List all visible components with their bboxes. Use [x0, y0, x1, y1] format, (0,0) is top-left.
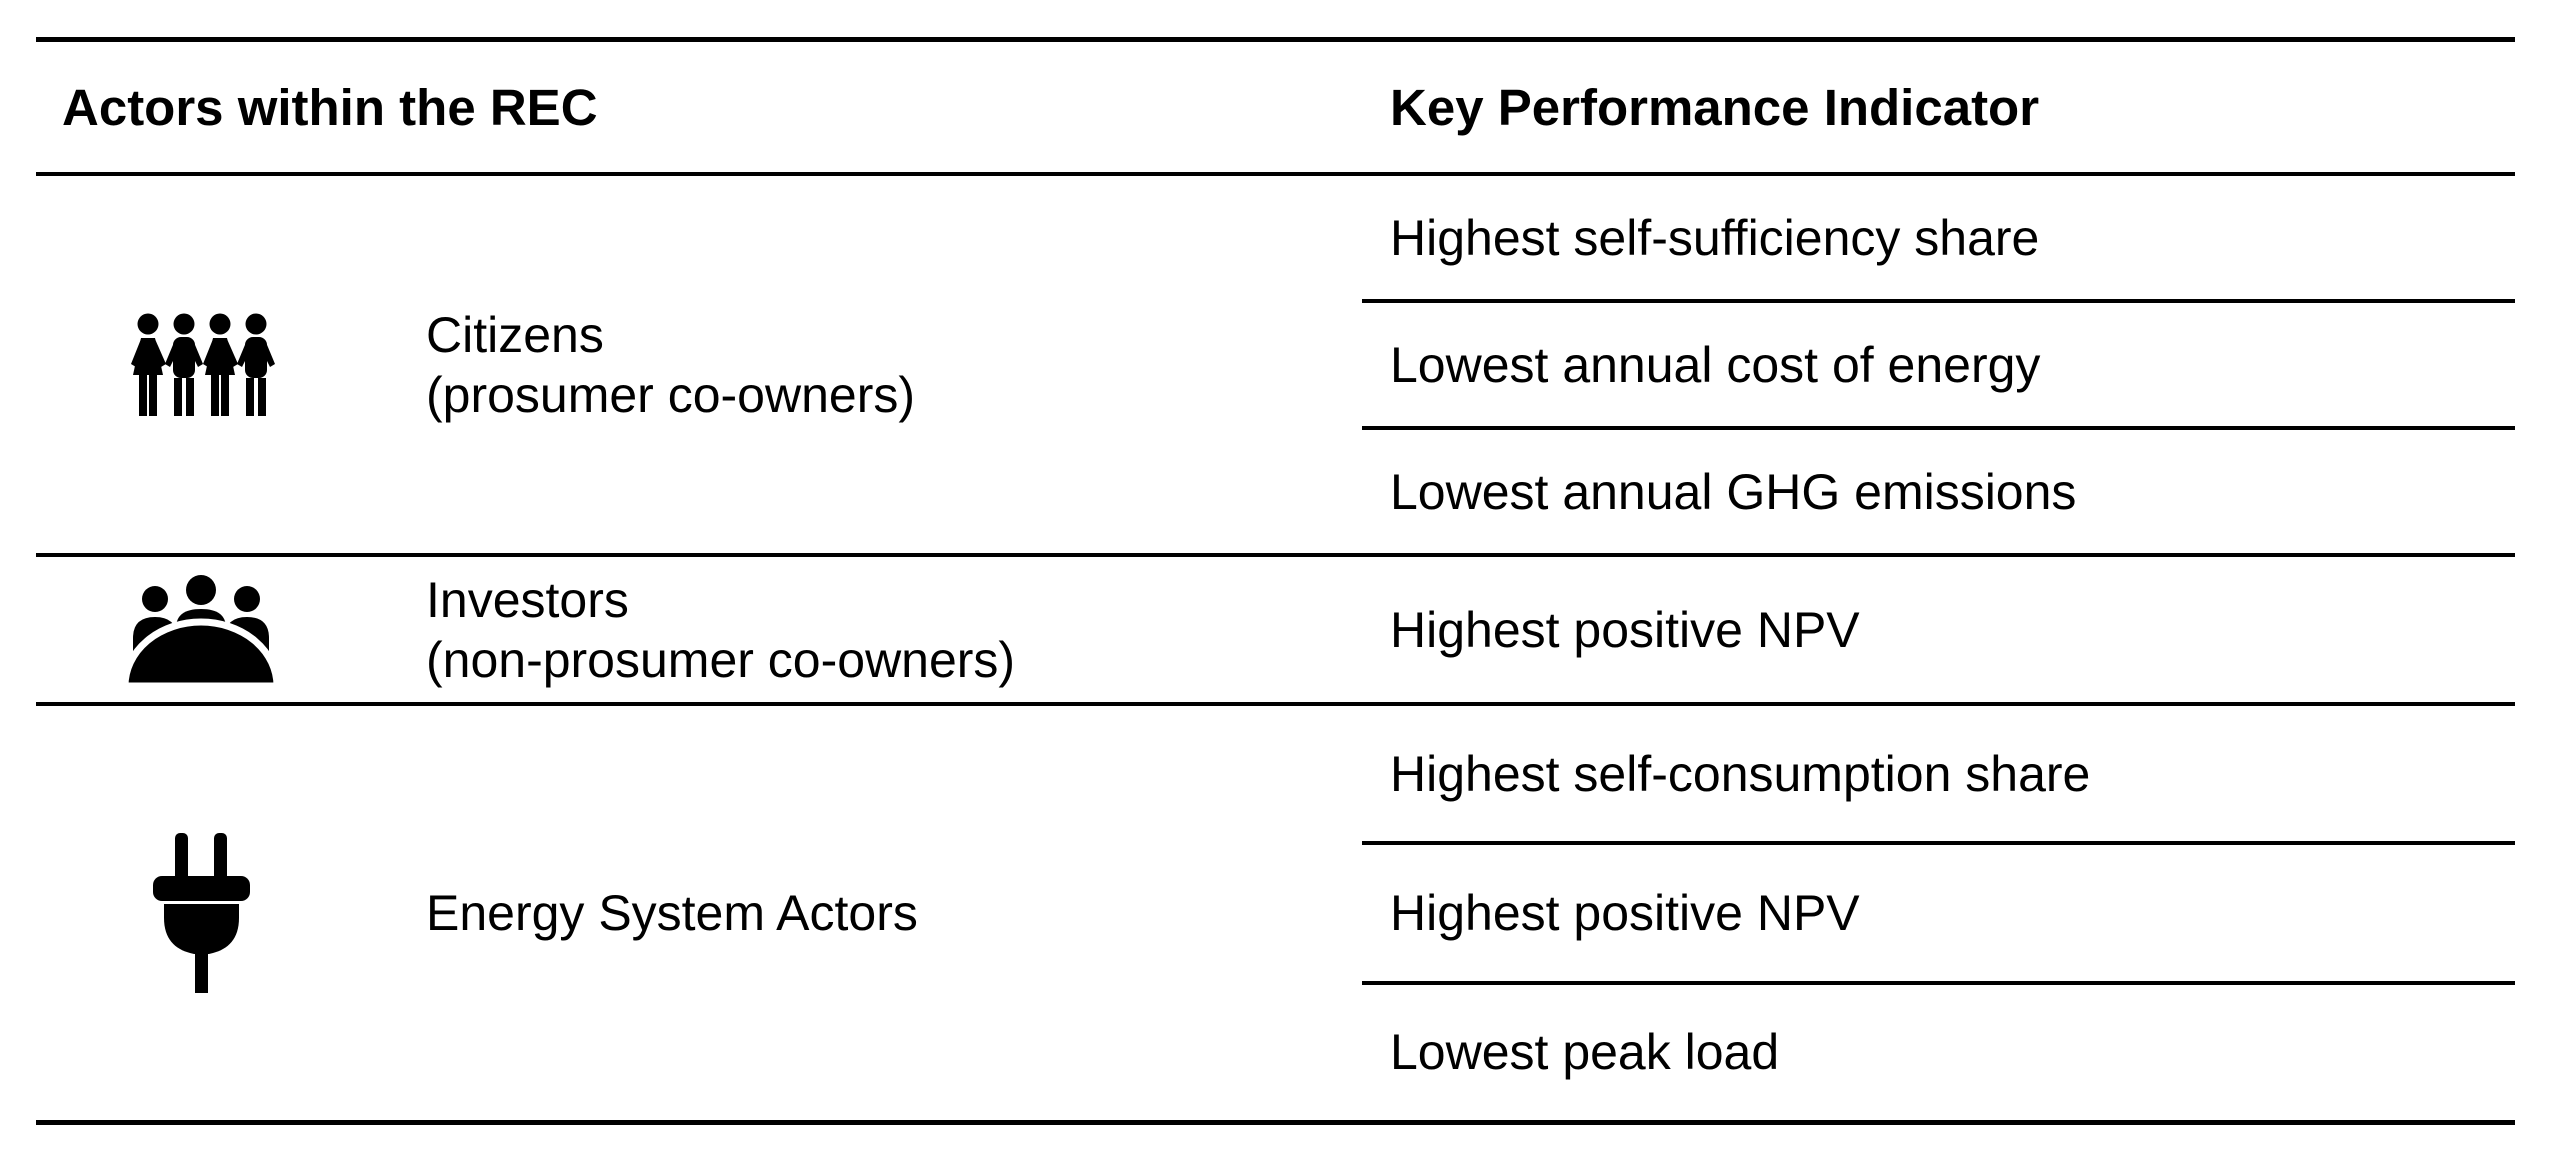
kpi-cell: Lowest annual GHG emissions — [1390, 463, 2077, 520]
table-row-citizens: Citizens (prosumer co-owners) Highest se… — [36, 176, 2515, 557]
citizens-label: Citizens (prosumer co-owners) — [426, 305, 915, 425]
kpi-cell: Highest self-sufficiency share — [1362, 176, 2515, 303]
table-row-energy-system-actors: Energy System Actors Highest self-consum… — [36, 706, 2515, 1120]
table-row-investors: Investors (non-prosumer co-owners) Highe… — [36, 557, 2515, 706]
investors-kpi-list: Highest positive NPV — [1362, 557, 2515, 702]
investors-actor-cell: Investors (non-prosumer co-owners) — [36, 557, 1362, 702]
rec-kpi-table: Actors within the REC Key Performance In… — [36, 37, 2515, 1125]
table-header-row: Actors within the REC Key Performance In… — [36, 42, 2515, 176]
kpi-cell: Lowest annual cost of energy — [1362, 303, 2515, 430]
citizens-label-line1: Citizens — [426, 306, 604, 363]
energy-actor-cell: Energy System Actors — [36, 706, 1362, 1120]
investors-label-line1: Investors — [426, 571, 629, 628]
header-kpi-column: Key Performance Indicator — [1390, 78, 2040, 136]
kpi-cell: Highest self-consumption share — [1362, 706, 2515, 846]
investors-icon — [36, 574, 366, 686]
energy-kpi-list: Highest self-consumption share Highest p… — [1362, 706, 2515, 1120]
citizens-actor-cell: Citizens (prosumer co-owners) — [36, 176, 1362, 553]
power-plug-icon — [36, 833, 366, 993]
citizens-icon — [36, 313, 366, 417]
investors-label-line2: (non-prosumer co-owners) — [426, 631, 1016, 688]
citizens-label-line2: (prosumer co-owners) — [426, 366, 916, 423]
kpi-cell: Highest positive NPV — [1362, 845, 2515, 985]
kpi-cell: Highest positive NPV — [1390, 601, 1860, 658]
energy-label: Energy System Actors — [426, 883, 918, 943]
header-actors-column: Actors within the REC — [62, 78, 598, 136]
investors-label: Investors (non-prosumer co-owners) — [426, 570, 1015, 690]
citizens-kpi-list: Highest self-sufficiency share Lowest an… — [1362, 176, 2515, 553]
kpi-cell: Lowest peak load — [1390, 1024, 1780, 1081]
energy-label-line1: Energy System Actors — [426, 885, 918, 941]
